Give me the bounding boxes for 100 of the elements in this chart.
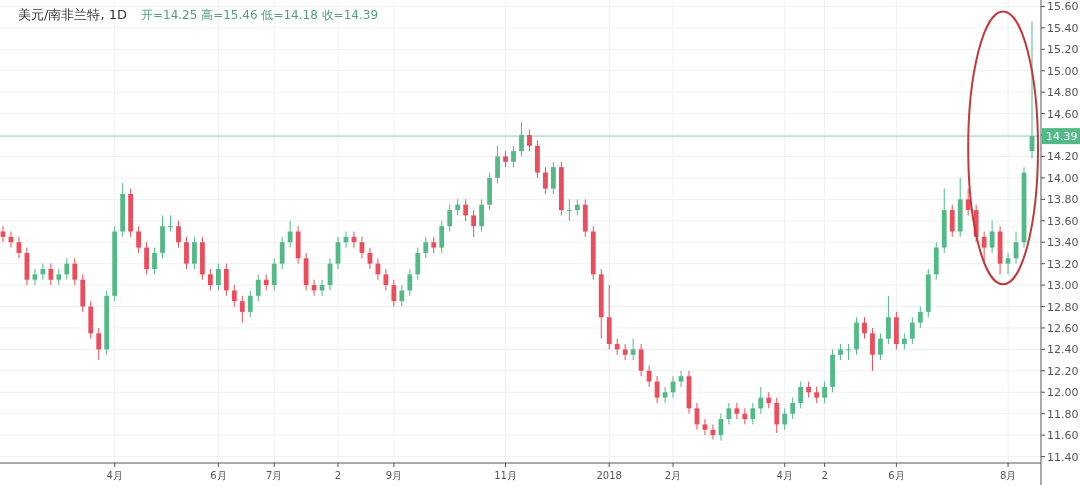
candlestick — [519, 121, 524, 157]
x-tick-label: 2 — [334, 470, 342, 481]
candlestick — [279, 236, 285, 270]
candlestick — [758, 386, 764, 415]
candlestick — [989, 220, 995, 254]
y-tick-label: 14.00 — [1047, 171, 1079, 185]
candlestick — [144, 241, 149, 275]
y-tick-label: 13.60 — [1047, 214, 1079, 228]
candlestick — [287, 220, 293, 249]
candlestick — [479, 198, 484, 232]
x-tick-label: 8月 — [999, 470, 1017, 481]
candlestick — [152, 247, 157, 275]
y-tick-label: 12.80 — [1047, 300, 1079, 314]
candlestick — [750, 402, 756, 425]
candlestick — [391, 279, 397, 308]
candlestick — [176, 220, 181, 249]
candlestick — [271, 257, 277, 291]
candlestick — [415, 247, 421, 281]
candlestick — [168, 214, 173, 232]
y-tick-label: 14.60 — [1047, 107, 1079, 121]
candlestick — [917, 306, 923, 329]
y-tick-label: 15.60 — [1047, 0, 1079, 14]
candlestick — [822, 381, 827, 404]
x-tick-label: 4月 — [776, 470, 793, 481]
y-tick-label: 14.20 — [1047, 150, 1079, 164]
candlestick — [192, 236, 197, 270]
candlestick — [870, 327, 875, 372]
candlestick — [439, 220, 445, 254]
candlestick — [495, 145, 500, 184]
text: 美元/南非兰特, 1D — [18, 7, 127, 22]
x-tick-label: 9月 — [385, 470, 403, 481]
candlestick — [790, 397, 796, 420]
candlestick — [662, 386, 668, 404]
candlestick — [383, 268, 389, 291]
candlestick — [949, 204, 955, 238]
candlestick — [184, 236, 189, 270]
y-tick-label: 11.40 — [1047, 450, 1079, 464]
y-tick-label: 12.00 — [1047, 386, 1079, 400]
candlestick — [798, 381, 804, 409]
candlestick — [447, 204, 453, 232]
y-tick-label: 15.00 — [1047, 64, 1079, 78]
x-tick-label: 2018 — [596, 470, 622, 481]
candlestick — [846, 343, 851, 361]
y-tick-label: 12.60 — [1047, 321, 1079, 335]
candlestick — [215, 263, 221, 291]
candlestick — [407, 268, 413, 297]
candlestick — [247, 289, 253, 318]
candlestick — [463, 198, 469, 222]
candlestick — [551, 161, 556, 195]
candlestick — [136, 225, 141, 254]
candlestick — [1005, 252, 1011, 275]
candlestick — [64, 257, 70, 281]
y-tick-label: 13.20 — [1047, 257, 1079, 271]
y-tick-label: 11.80 — [1047, 407, 1079, 421]
x-tick-label: 4月 — [106, 470, 123, 481]
y-tick-label: 15.20 — [1047, 43, 1079, 57]
candlestick — [678, 370, 684, 388]
candlestick — [646, 364, 652, 388]
candlestick — [423, 236, 429, 259]
candlestick — [566, 198, 572, 222]
candlestick — [231, 284, 237, 308]
candlestick — [734, 402, 740, 420]
candlestick — [471, 209, 477, 238]
candlestick — [72, 257, 78, 286]
candlestick — [96, 327, 102, 361]
candlestick — [878, 332, 883, 361]
y-tick-label: 12.20 — [1047, 364, 1079, 378]
candlestick — [511, 145, 516, 168]
x-tick-label: 7月 — [266, 470, 283, 481]
candlestick — [527, 129, 532, 152]
candlestick — [726, 402, 732, 425]
candlestick — [630, 338, 636, 361]
candlestick — [965, 188, 971, 216]
candlestick — [32, 268, 38, 286]
candlestick — [48, 263, 54, 286]
y-tick-label: 12.40 — [1047, 343, 1079, 357]
candlestick — [782, 407, 788, 431]
x-tick-label: 2月 — [664, 470, 682, 481]
candlestick — [774, 397, 780, 434]
x-tick-label: 6月 — [888, 470, 905, 481]
candlestick — [255, 273, 261, 302]
candlestick — [208, 268, 213, 291]
candlestick — [223, 263, 229, 297]
y-tick-label: 14.80 — [1047, 86, 1079, 100]
x-tick-label: 2 — [821, 470, 828, 481]
candlestick — [638, 343, 644, 377]
candlestick — [862, 316, 867, 340]
candlestick — [543, 166, 548, 195]
x-tick-label: 11月 — [494, 470, 517, 481]
candlestick — [399, 284, 405, 308]
y-tick-label: 13.00 — [1047, 279, 1079, 293]
y-tick-label: 13.80 — [1047, 193, 1079, 207]
y-tick-label: 13.40 — [1047, 236, 1079, 250]
y-tick-label: 11.60 — [1047, 429, 1079, 443]
text: 开=14.25 高=15.46 低=14.18 收=14.39 — [140, 8, 379, 22]
candlestick — [886, 295, 891, 345]
candlestick — [239, 295, 245, 324]
x-tick-label: 6月 — [210, 470, 227, 481]
candlestick — [40, 263, 46, 281]
candlestick — [909, 316, 915, 345]
